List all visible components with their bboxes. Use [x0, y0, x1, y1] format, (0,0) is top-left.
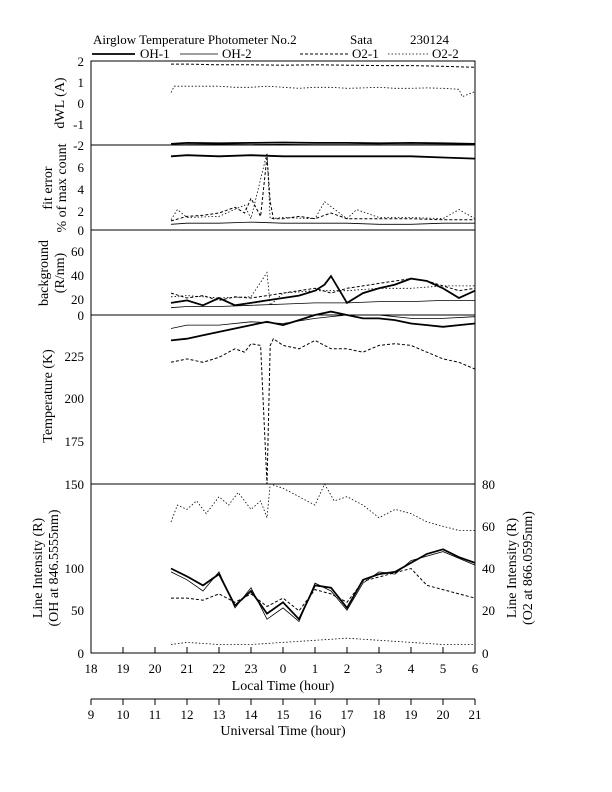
utc-tick-label: 21 [469, 707, 482, 722]
date-label: 230124 [410, 32, 450, 47]
int-axis-title-1: Line Intensity (R) [31, 518, 46, 619]
series-line-line_intensity-o2-2-low [170, 637, 475, 645]
utc-tick-label: 9 [88, 707, 95, 722]
local-tick-label: 1 [312, 661, 319, 676]
series-line-fit_error-o2-1 [170, 156, 475, 222]
local-tick-label: 19 [117, 661, 130, 676]
series-line-line_intensity-oh-1 [170, 548, 476, 621]
local-tick-label: 22 [213, 661, 226, 676]
series-line-dWL-oh-1 [170, 141, 476, 145]
utc-tick-label: 13 [213, 707, 226, 722]
temp-tick: 200 [65, 391, 85, 406]
fit-tick: 0 [78, 223, 85, 238]
int-right-tick: 40 [482, 561, 495, 576]
dwl-tick: -1 [73, 117, 84, 132]
legend-oh1: OH-1 [140, 46, 170, 61]
local-tick-label: 2 [344, 661, 351, 676]
series-line-line_intensity-o2-2 [170, 483, 475, 531]
series-line-fit_error-oh-2 [170, 221, 475, 225]
fit-axis-title-1: fit error [41, 166, 56, 209]
utc-tick-label: 14 [245, 707, 259, 722]
local-tick-label: 0 [280, 661, 287, 676]
int-left-tick: 100 [65, 561, 85, 576]
bg-tick: 0 [78, 308, 85, 323]
local-time-title: Local Time (hour) [232, 679, 335, 694]
universal-time-title: Universal Time (hour) [220, 724, 346, 739]
fit-tick: 2 [78, 204, 85, 219]
series-line-background-o2-2 [170, 271, 475, 307]
fit-tick: 6 [78, 160, 85, 175]
site-name: Sata [350, 32, 373, 47]
series-line-background-oh-2 [170, 299, 475, 309]
legend: OH-1 OH-2 O2-1 O2-2 [92, 46, 459, 61]
local-tick-label: 18 [85, 661, 98, 676]
universal-time-ticks: 9 10 11 12 13 14 15 16 17 18 19 20 21 [88, 699, 482, 722]
dwl-tick: 0 [78, 96, 85, 111]
panel-dwl-frame [90, 60, 476, 146]
int-right-tick: 20 [482, 603, 495, 618]
local-tick-label: 20 [149, 661, 162, 676]
panel-int-frame [90, 483, 476, 654]
utc-tick-label: 10 [117, 707, 130, 722]
fit-tick: 4 [78, 182, 85, 197]
fit-axis-title-2: % of max count [55, 143, 70, 232]
local-tick-label: 3 [376, 661, 383, 676]
local-tick-label: 4 [408, 661, 415, 676]
utc-tick-label: 18 [373, 707, 386, 722]
dwl-axis-title: dWL (A) [53, 77, 68, 129]
int-left-tick: 50 [71, 603, 84, 618]
panel-temp-frame [90, 314, 476, 485]
bg-tick: 40 [71, 268, 84, 283]
series-line-line_intensity-o2-1 [171, 567, 476, 612]
series-line-temperature-oh-1 [170, 310, 476, 342]
chart-title: Airglow Temperature Photometer No.2 [93, 32, 297, 47]
temp-tick: 225 [65, 349, 85, 364]
bg-tick: 60 [71, 244, 84, 259]
series-line-fit_error-o2-2 [170, 152, 476, 221]
legend-o22: O2-2 [432, 46, 459, 61]
dwl-tick: 1 [78, 75, 85, 90]
local-tick-label: 23 [245, 661, 258, 676]
utc-tick-label: 12 [181, 707, 194, 722]
temp-tick: 150 [65, 477, 85, 492]
series-line-temperature-oh-2 [170, 314, 476, 329]
bg-axis-title-2: (R/nm) [53, 252, 68, 293]
bg-axis-title-1: background [37, 240, 52, 306]
int-right-axis-title-1: Line Intensity (R) [505, 518, 520, 619]
bg-tick: 20 [71, 292, 84, 307]
series-line-fit_error-oh-1 [170, 154, 476, 160]
utc-tick-label: 17 [341, 707, 355, 722]
dwl-tick: 2 [78, 54, 85, 69]
local-tick-label: 6 [472, 661, 479, 676]
utc-tick-label: 16 [309, 707, 323, 722]
utc-tick-label: 11 [149, 707, 162, 722]
utc-tick-label: 15 [277, 707, 290, 722]
series-line-line_intensity-oh-2 [170, 551, 476, 623]
int-left-tick: 0 [78, 646, 85, 661]
int-axis-title-2: (OH at 846.5555nm) [47, 509, 62, 626]
legend-o21: O2-1 [352, 46, 379, 61]
legend-oh2: OH-2 [222, 46, 252, 61]
temp-tick: 175 [65, 434, 85, 449]
series-line-temperature-o2-1 [170, 337, 476, 485]
series-line-dWL-o2-1 [171, 63, 476, 68]
int-right-tick: 60 [482, 519, 495, 534]
local-tick-label: 5 [440, 661, 447, 676]
utc-tick-label: 20 [437, 707, 450, 722]
int-right-tick: 0 [482, 646, 489, 661]
int-right-axis-title-2: (O2 at 866.0595nm) [521, 511, 536, 625]
utc-tick-label: 19 [405, 707, 418, 722]
series-line-dWL-o2-2 [170, 85, 476, 98]
dwl-tick: -2 [73, 138, 84, 153]
temp-axis-title: Temperature (K) [41, 349, 56, 443]
local-tick-label: 21 [181, 661, 194, 676]
panel-bg-frame [90, 229, 476, 316]
local-time-ticks: 18 19 20 21 22 23 0 1 2 3 4 5 6 [85, 647, 479, 676]
series-layer [170, 63, 476, 645]
int-right-tick: 80 [482, 477, 495, 492]
